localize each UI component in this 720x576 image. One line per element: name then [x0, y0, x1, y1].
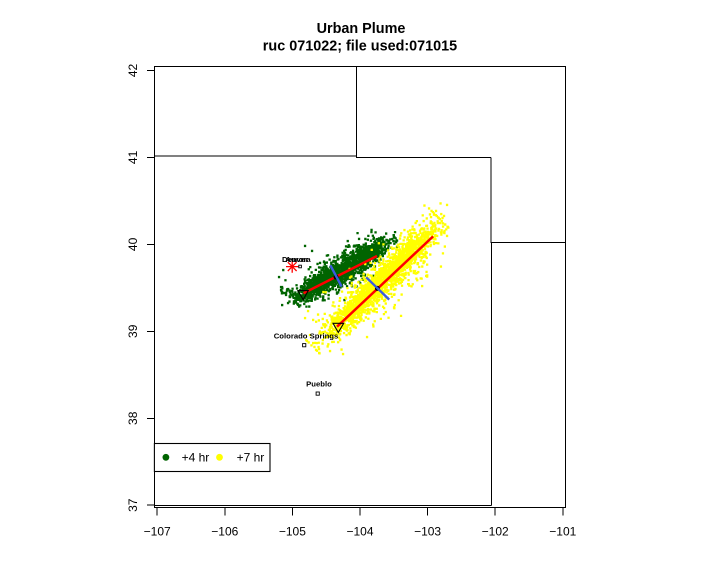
svg-text:+4 hr: +4 hr — [182, 451, 210, 465]
svg-text:ruc 071022; file used:071015: ruc 071022; file used:071015 — [263, 39, 457, 55]
svg-text:−102: −102 — [482, 525, 509, 539]
svg-text:Colorado Springs: Colorado Springs — [274, 331, 339, 340]
svg-text:41: 41 — [126, 150, 140, 164]
svg-text:−105: −105 — [279, 525, 306, 539]
svg-text:37: 37 — [126, 498, 140, 512]
svg-text:42: 42 — [126, 64, 140, 78]
svg-text:Denver: Denver — [282, 255, 308, 264]
svg-text:40: 40 — [126, 237, 140, 251]
svg-text:−106: −106 — [211, 525, 238, 539]
svg-text:+7 hr: +7 hr — [237, 451, 265, 465]
svg-text:Pueblo: Pueblo — [306, 380, 332, 389]
svg-text:Urban Plume: Urban Plume — [317, 21, 406, 37]
svg-text:−104: −104 — [346, 525, 373, 539]
svg-text:−107: −107 — [144, 525, 171, 539]
svg-text:−101: −101 — [549, 525, 576, 539]
svg-text:Aurora: Aurora — [286, 255, 312, 264]
svg-text:38: 38 — [126, 411, 140, 425]
svg-text:39: 39 — [126, 324, 140, 338]
svg-text:−103: −103 — [414, 525, 441, 539]
